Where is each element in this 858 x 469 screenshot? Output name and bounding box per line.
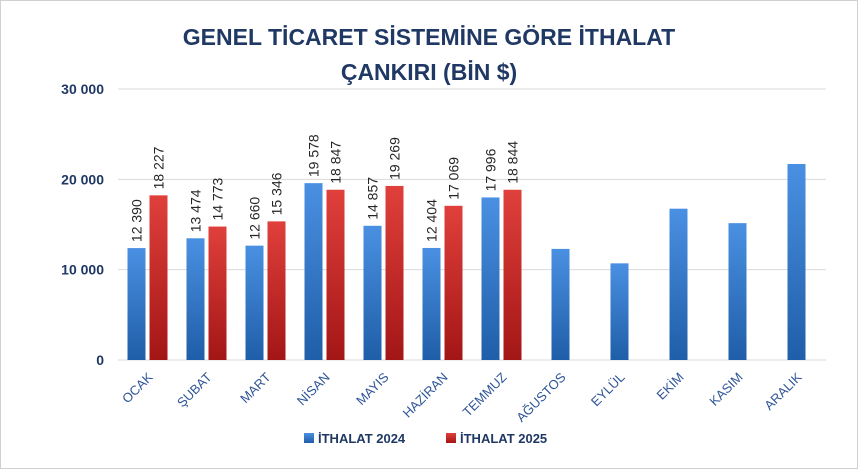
bar-2025 xyxy=(444,205,463,360)
bar-2025 xyxy=(326,189,345,360)
x-tick-label: ARALIK xyxy=(761,369,805,413)
x-tick-label: MAYIS xyxy=(353,369,392,408)
data-label: 12 390 xyxy=(129,199,145,242)
x-tick-label: ŞUBAT xyxy=(174,369,215,410)
x-tick-label: KASIM xyxy=(706,370,745,409)
y-tick-label: 0 xyxy=(96,352,104,368)
bar-2024 xyxy=(481,197,500,360)
data-label: 14 773 xyxy=(210,178,226,221)
bar-2024 xyxy=(610,263,629,360)
x-tick-label: AĞUSTOS xyxy=(513,369,569,425)
bar-2024 xyxy=(669,208,688,360)
data-label: 18 227 xyxy=(151,146,167,189)
x-tick-label: OCAK xyxy=(119,369,156,406)
data-label: 13 474 xyxy=(188,189,204,232)
data-label: 19 269 xyxy=(387,137,403,180)
chart-title-line1: GENEL TİCARET SİSTEMİNE GÖRE İTHALAT xyxy=(183,24,675,50)
data-label: 17 069 xyxy=(446,157,462,200)
x-tick-label: NİSAN xyxy=(294,370,333,409)
data-label: 18 844 xyxy=(505,141,521,184)
bar-2025 xyxy=(385,185,404,360)
data-label: 19 578 xyxy=(306,134,322,177)
bar-2024 xyxy=(787,163,806,360)
y-tick-label: 30 000 xyxy=(61,81,104,97)
data-label: 14 857 xyxy=(365,177,381,220)
legend-label: İTHALAT 2024 xyxy=(318,431,406,446)
bar-2025 xyxy=(503,189,522,360)
bar-2025 xyxy=(149,195,168,360)
bar-2024 xyxy=(363,225,382,360)
data-label: 17 996 xyxy=(483,148,499,191)
x-tick-label: EKİM xyxy=(654,370,687,403)
chart-title-line2: ÇANKIRI (BİN $) xyxy=(341,59,517,85)
y-tick-label: 20 000 xyxy=(61,171,104,187)
legend-label: İTHALAT 2025 xyxy=(460,431,547,446)
data-label: 12 404 xyxy=(424,199,440,242)
legend-swatch xyxy=(446,433,456,443)
bar-2024 xyxy=(304,183,323,360)
data-label: 12 660 xyxy=(247,197,263,240)
bar-2025 xyxy=(208,226,227,360)
data-label: 18 847 xyxy=(328,141,344,184)
bar-2025 xyxy=(267,221,286,360)
bar-2024 xyxy=(551,248,570,360)
x-tick-label: EYLÜL xyxy=(588,370,628,410)
bar-2024 xyxy=(186,238,205,360)
bar-2024 xyxy=(245,245,264,360)
bar-2024 xyxy=(127,248,146,360)
bar-2024 xyxy=(422,247,441,360)
y-tick-label: 10 000 xyxy=(61,262,104,278)
x-tick-label: TEMMUZ xyxy=(460,369,510,419)
bar-2024 xyxy=(728,223,747,360)
x-tick-label: MART xyxy=(237,369,274,406)
data-label: 15 346 xyxy=(269,172,285,215)
legend-swatch xyxy=(304,433,314,443)
x-tick-label: HAZİRAN xyxy=(400,370,451,421)
